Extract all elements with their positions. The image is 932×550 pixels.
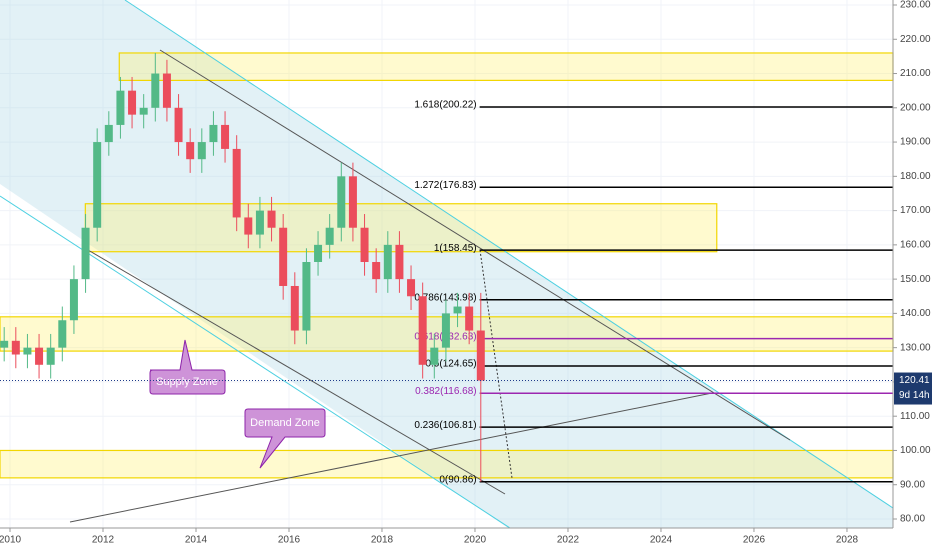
candle-body [267, 210, 276, 228]
y-tick-label: 180.00 [900, 171, 931, 182]
candle-body [81, 227, 90, 280]
candle-body [221, 124, 230, 149]
candle-body [197, 142, 206, 160]
y-tick-label: 230.00 [900, 0, 931, 11]
candle-body [209, 124, 218, 143]
y-tick-label: 110.00 [900, 411, 930, 422]
zone [84, 203, 718, 253]
fib-label: 0.5(124.65) [425, 359, 476, 370]
candle-body [337, 176, 346, 228]
candle-body [255, 210, 264, 235]
candle-body [407, 279, 416, 297]
fib-label: 1.618(200.22) [414, 100, 476, 111]
y-tick-label: 140.00 [900, 308, 931, 319]
x-tick-label: 2016 [278, 535, 301, 546]
candle-body [93, 142, 102, 228]
fib-label: 0(90.86) [439, 474, 476, 485]
candle-body [46, 347, 55, 365]
annotation: Supply Zone [156, 376, 218, 388]
candle-body [441, 313, 450, 348]
x-tick-label: 2014 [185, 535, 208, 546]
trend-line [87, 249, 506, 495]
candles [0, 52, 485, 482]
last-price-box [894, 372, 932, 405]
y-tick-label: 150.00 [900, 274, 931, 285]
candle-body [290, 285, 299, 331]
candle-body [104, 124, 113, 143]
zones [0, 52, 894, 479]
candle-body [69, 279, 78, 321]
candle-body [232, 148, 241, 218]
y-tick-label: 190.00 [900, 137, 931, 148]
y-tick-label: 90.00 [900, 479, 925, 490]
candle-body [383, 244, 392, 280]
x-tick-label: 2012 [92, 535, 115, 546]
candle-body [186, 142, 195, 160]
candle-body [35, 347, 44, 365]
fib-label: 0.786(143.98) [414, 292, 476, 303]
candle-body [279, 227, 288, 286]
candle-body [244, 217, 253, 235]
x-tick-label: 2022 [557, 535, 580, 546]
candle-body [360, 227, 369, 262]
fib-label: 0.236(106.81) [414, 420, 476, 431]
candle-body [465, 306, 474, 331]
candle-body [11, 340, 20, 355]
trend-line [159, 49, 791, 441]
candle-body [128, 90, 137, 115]
candle-body [314, 244, 323, 262]
zone [118, 52, 894, 81]
callout-bubble [244, 408, 326, 469]
candle-body [302, 261, 311, 331]
candle-body [139, 107, 148, 115]
fib-label: 1.272(176.83) [414, 180, 476, 191]
y-tick-label: 170.00 [900, 205, 931, 216]
y-tick-label: 100.00 [900, 445, 931, 456]
x-tick-label: 2020 [464, 535, 487, 546]
candle-body [372, 261, 381, 280]
candle-body [0, 340, 9, 348]
candle-body [151, 73, 160, 108]
y-tick-label: 160.00 [900, 240, 931, 251]
candle-body [430, 347, 439, 365]
x-tick-label: 2026 [743, 535, 766, 546]
candle-body [325, 227, 334, 245]
last-price-label: 120.41 [899, 375, 930, 386]
trend-line [69, 392, 713, 523]
fib-label: 1(158.45) [434, 243, 477, 254]
x-tick-label: 2024 [650, 535, 673, 546]
candle-body [453, 306, 462, 314]
channel-upper [124, 0, 894, 509]
candle-body [116, 90, 125, 125]
countdown-label: 9d 14h [899, 390, 930, 401]
y-tick-label: 210.00 [900, 68, 931, 79]
candle-body [395, 244, 404, 280]
y-tick-label: 80.00 [900, 514, 925, 525]
candle-body [58, 320, 67, 348]
x-tick-label: 2010 [0, 535, 22, 546]
fib-label: 0.382(116.68) [415, 386, 477, 397]
x-tick-label: 2018 [371, 535, 394, 546]
y-tick-label: 130.00 [900, 342, 931, 353]
candle-body [162, 73, 171, 108]
x-tick-label: 2028 [836, 535, 859, 546]
candle-body [418, 296, 427, 365]
y-tick-label: 220.00 [900, 34, 931, 45]
demand-callout: Demand Zone [244, 408, 326, 469]
candle-body [174, 107, 183, 143]
candle-body [23, 347, 32, 355]
candle-body [348, 176, 357, 228]
annotation: Demand Zone [250, 417, 320, 429]
y-tick-label: 200.00 [900, 102, 931, 113]
candle-body [476, 330, 485, 381]
